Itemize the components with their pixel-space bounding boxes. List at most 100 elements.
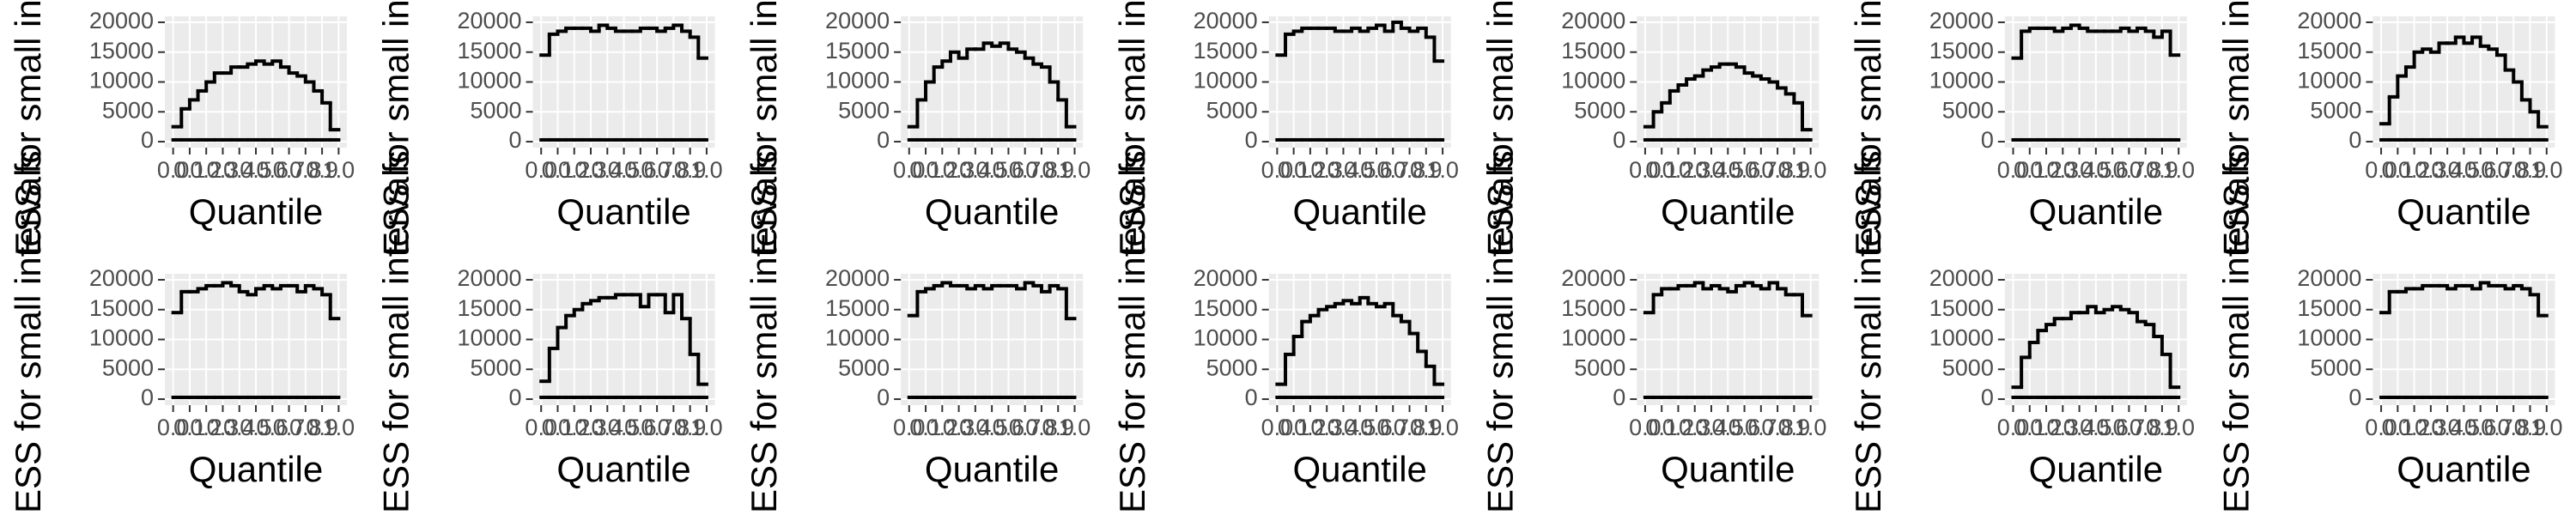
- x-tick-label: 1.0: [1059, 157, 1091, 183]
- x-tick-label: 0.2: [2398, 415, 2431, 440]
- y-titles: ESS for small intervals ESS for small int…: [8, 0, 2256, 513]
- panel: 0.00.10.20.30.40.50.60.70.80.91.0 0 5000 10…: [825, 265, 1091, 489]
- panel: 0.00.10.20.30.40.50.60.70.80.91.0 0 5000 10…: [1194, 265, 1459, 489]
- x-tick-label: 0.9: [2146, 157, 2178, 183]
- panels: 0.00.10.20.30.40.50.60.70.80.91.00500010…: [89, 8, 2563, 489]
- panel: 0.00.10.20.30.40.50.60.70.80.91.0 0 5000 10…: [1561, 265, 1826, 489]
- x-tick-label: 0.0: [1629, 157, 1662, 183]
- x-axis-title: Quantile: [189, 191, 323, 232]
- y-tick-label: 5000: [1206, 97, 1258, 123]
- x-tick-label: 0.4: [592, 415, 624, 440]
- x-tick-label: 1.0: [1426, 157, 1459, 183]
- x-tick-label: 0.1: [909, 157, 942, 183]
- series: [907, 41, 1077, 129]
- x-tick-label: 0.9: [1042, 157, 1074, 183]
- x-tick-label: 0.7: [1376, 157, 1409, 183]
- y-tick-label: 0: [1245, 385, 1258, 410]
- x-tick-label: 0.0: [157, 415, 190, 440]
- x-tick-label: 0.1: [2382, 415, 2415, 440]
- y-tick-label: 15000: [2297, 38, 2361, 64]
- x-tick-label: 0.2: [190, 415, 222, 440]
- y-axis-title: ESS for small intervals: [1112, 0, 1152, 256]
- x-tick-label: 0.9: [1410, 157, 1443, 183]
- x-tick-label: 0.2: [2030, 415, 2063, 440]
- y-tick-label: 0: [2348, 385, 2361, 410]
- x-tick-label: 1.0: [323, 157, 355, 183]
- y-tick-label: 20000: [89, 8, 154, 33]
- y-tick-label: 0: [1613, 127, 1625, 153]
- x-tick-label: 0.2: [2398, 157, 2431, 183]
- x-tick-label: 0.4: [959, 415, 992, 440]
- x-tick-label: 0.7: [641, 415, 673, 440]
- y-tick-label: 15000: [1194, 38, 1258, 64]
- x-tick-label: 0.5: [975, 157, 1008, 183]
- x-tick-label: 0.4: [592, 157, 624, 183]
- y-tick-label: 15000: [1561, 295, 1625, 321]
- y-tick-label: 15000: [89, 38, 154, 64]
- x-tick-label: 0.4: [223, 157, 256, 183]
- y-tick-label: 15000: [1194, 295, 1258, 321]
- x-tick-label: 0.3: [574, 157, 607, 183]
- y-axis-title: ESS for small intervals: [8, 151, 48, 513]
- panel: 0.00.10.20.30.40.50.60.70.80.91.0 0 5000 10…: [89, 265, 355, 489]
- y-tick-label: 10000: [825, 68, 890, 94]
- x-tick-label: 0.1: [542, 415, 574, 440]
- x-tick-label: 1.0: [2162, 415, 2195, 440]
- y-tick-label: 15000: [457, 295, 521, 321]
- x-tick-label: 0.6: [993, 415, 1025, 440]
- x-tick-label: 0.5: [2080, 157, 2112, 183]
- x-tick-label: 0.3: [943, 157, 975, 183]
- x-tick-label: 0.7: [273, 415, 306, 440]
- y-tick-label: 20000: [457, 8, 521, 33]
- x-tick-label: 0.7: [2481, 157, 2513, 183]
- x-tick-label: 0.5: [2448, 415, 2481, 440]
- y-tick-label: 5000: [1574, 97, 1625, 123]
- x-tick-label: 0.6: [256, 157, 289, 183]
- x-tick-label: 0.6: [1728, 157, 1761, 183]
- y-tick-label: 0: [1613, 385, 1625, 410]
- x-tick-label: 0.7: [1745, 157, 1777, 183]
- x-tick-label: 1.0: [1059, 415, 1091, 440]
- y-tick-label: 10000: [1561, 325, 1625, 351]
- panel: 0.00.10.20.30.40.50.60.70.80.91.0 0 5000 10…: [2297, 265, 2562, 489]
- x-tick-label: 0.9: [1778, 415, 1811, 440]
- y-tick-label: 10000: [89, 68, 154, 94]
- y-axis-title: ESS for small intervals: [376, 0, 416, 256]
- y-tick-label: 5000: [470, 354, 521, 380]
- x-tick-label: 0.3: [943, 415, 975, 440]
- y-tick-label: 5000: [2310, 97, 2361, 123]
- y-tick-label: 10000: [89, 325, 154, 351]
- x-tick-label: 0.1: [2014, 157, 2046, 183]
- y-tick-label: 0: [509, 127, 522, 153]
- x-tick-label: 0.9: [1778, 157, 1811, 183]
- y-tick-label: 0: [509, 385, 522, 410]
- x-tick-label: 0.7: [2113, 157, 2146, 183]
- x-tick-label: 0.3: [207, 415, 240, 440]
- x-tick-label: 0.4: [1695, 415, 1728, 440]
- x-axis-title: Quantile: [925, 191, 1059, 232]
- x-tick-label: 0.8: [289, 157, 322, 183]
- x-tick-label: 0.1: [2382, 157, 2415, 183]
- x-tick-label: 0.0: [525, 415, 557, 440]
- x-tick-label: 1.0: [2530, 157, 2563, 183]
- x-tick-label: 0.8: [658, 157, 690, 183]
- y-tick-label: 20000: [1561, 265, 1625, 291]
- x-tick-label: 0.1: [173, 415, 206, 440]
- x-tick-label: 0.7: [1009, 415, 1042, 440]
- y-tick-label: 10000: [2297, 325, 2361, 351]
- y-axis-title: ESS for small intervals: [1848, 151, 1888, 513]
- x-axis-title: Quantile: [2029, 449, 2163, 489]
- y-tick-label: 15000: [1929, 295, 1994, 321]
- x-tick-label: 0.6: [2096, 157, 2129, 183]
- panel: 0.00.10.20.30.40.50.60.70.80.91.0 0 5000 10…: [2297, 8, 2562, 232]
- x-tick-label: 0.9: [2514, 415, 2547, 440]
- series: [2379, 281, 2549, 318]
- x-tick-label: 0.8: [2497, 415, 2530, 440]
- x-tick-label: 0.8: [1025, 415, 1058, 440]
- y-tick-label: 5000: [1206, 354, 1258, 380]
- x-tick-label: 0.7: [641, 157, 673, 183]
- y-axis-title: ESS for small intervals: [744, 0, 784, 256]
- x-tick-label: 0.4: [1327, 157, 1360, 183]
- x-tick-label: 0.2: [190, 157, 222, 183]
- x-tick-label: 0.3: [207, 157, 240, 183]
